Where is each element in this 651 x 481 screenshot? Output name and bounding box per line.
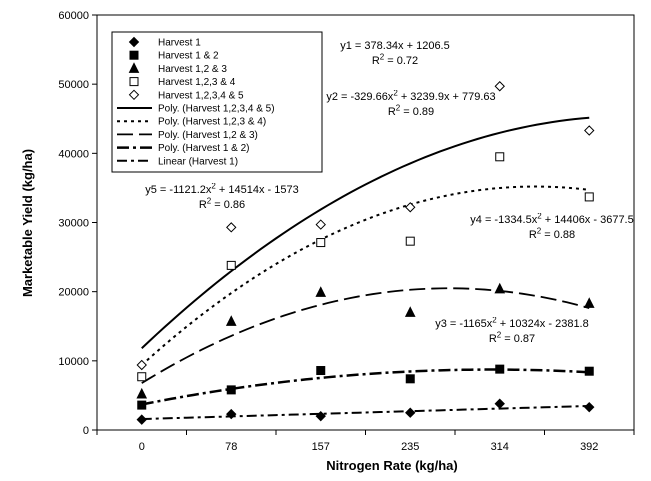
data-point [405, 374, 415, 384]
data-point [495, 364, 505, 374]
y-tick-label: 60000 [58, 10, 89, 22]
y-tick-label: 30000 [58, 218, 89, 230]
x-axis-title: Nitrogen Rate (kg/ha) [326, 458, 457, 473]
equation-label: y4 = -1334.5x2 + 14406x - 3677.5R2 = 0.8… [470, 213, 633, 241]
data-point [584, 366, 594, 376]
data-point [226, 385, 236, 395]
axis-ticks: 0 10000 20000 30000 40000 50000 60000 0 78 157 235… [58, 10, 635, 453]
y-tick-label: 10000 [58, 356, 89, 368]
data-point [404, 306, 416, 317]
trendline [141, 368, 590, 406]
legend-label: Harvest 1 [158, 38, 201, 49]
data-point [494, 398, 505, 409]
trendlines [141, 116, 590, 421]
data-point [405, 407, 416, 418]
x-tick-label: 0 [139, 441, 145, 453]
y-axis-title: Marketable Yield (kg/ha) [20, 149, 35, 297]
data-point [226, 408, 237, 420]
data-point [136, 387, 148, 399]
data-point [137, 400, 147, 410]
y-tick-label: 0 [83, 425, 89, 437]
x-tick-label: 78 [225, 441, 237, 453]
data-point [316, 366, 326, 376]
legend-marker [129, 50, 139, 60]
data-point [315, 219, 326, 230]
trendline [141, 185, 590, 366]
data-points [136, 81, 595, 425]
x-tick-label: 392 [580, 441, 598, 453]
legend-label: Harvest 1,2,3 & 4 [158, 77, 236, 88]
data-point [584, 192, 594, 202]
data-point [494, 81, 505, 92]
data-point [136, 414, 147, 425]
data-point [584, 401, 595, 413]
data-point [315, 286, 327, 297]
data-point [405, 202, 416, 213]
trendline [141, 116, 590, 349]
y-tick-label: 40000 [58, 148, 89, 160]
data-point [316, 238, 326, 248]
data-point [583, 297, 595, 308]
x-tick-label: 314 [491, 441, 509, 453]
data-point [137, 372, 147, 382]
legend-label: Poly. (Harvest 1,2,3 & 4) [158, 117, 266, 128]
equation-label: y3 = -1165x2 + 10324x - 2381.8R2 = 0.87 [435, 317, 588, 345]
data-point [136, 359, 147, 371]
legend-marker [128, 36, 140, 48]
legend-label: Poly. (Harvest 1 & 2) [158, 143, 250, 154]
equation-label: y1 = 378.34x + 1206.5R2 = 0.72 [340, 40, 449, 67]
data-point [226, 260, 236, 270]
legend-marker [129, 77, 139, 87]
legend-label: Harvest 1,2,3,4 & 5 [158, 90, 244, 101]
y-tick-label: 20000 [58, 287, 89, 299]
y-tick-label: 50000 [58, 79, 89, 91]
data-point [226, 222, 237, 233]
data-point [494, 282, 506, 294]
legend-label: Poly. (Harvest 1,2,3,4 & 5) [158, 104, 275, 115]
x-tick-label: 157 [312, 441, 330, 453]
data-point [315, 410, 326, 422]
equation-labels: y1 = 378.34x + 1206.5R2 = 0.72 y2 = -329.… [145, 40, 633, 345]
legend-marker [128, 89, 140, 101]
legend: Harvest 1 Harvest 1 & 2 Harvest 1,2 & 3 Har… [111, 31, 323, 173]
trendline [141, 404, 590, 421]
data-point [495, 152, 505, 162]
x-tick-label: 235 [401, 441, 419, 453]
legend-label: Harvest 1 & 2 [158, 51, 219, 62]
data-point [584, 125, 595, 136]
legend-marker [128, 62, 140, 73]
legend-label: Poly. (Harvest 1,2 & 3) [158, 130, 258, 141]
legend-label: Linear (Harvest 1) [158, 156, 238, 167]
data-point [225, 315, 237, 326]
legend-label: Harvest 1,2 & 3 [158, 64, 227, 75]
data-point [405, 236, 415, 246]
